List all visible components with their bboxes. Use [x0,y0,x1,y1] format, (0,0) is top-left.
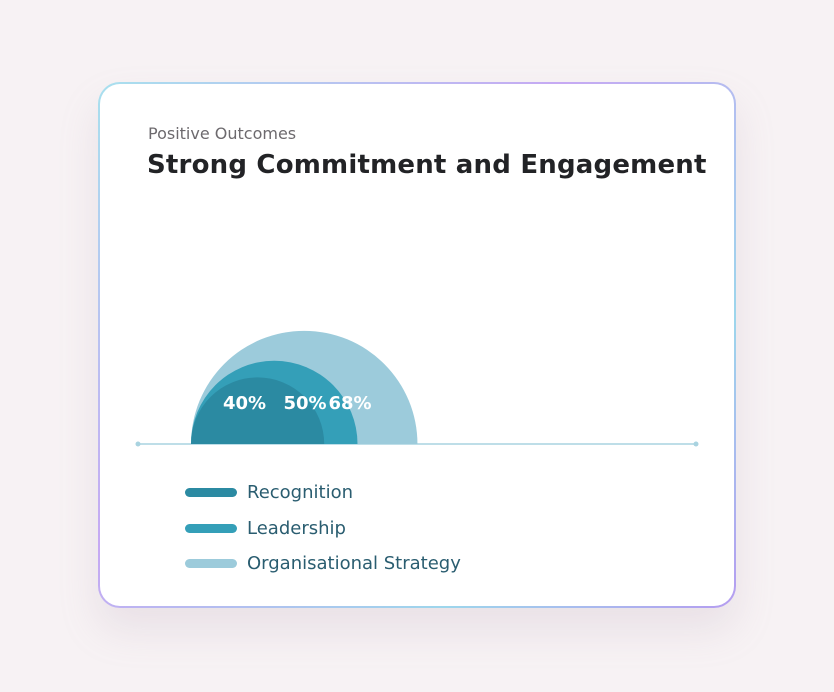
legend-label-recognition: Recognition [247,482,353,504]
legend-swatch-leadership [185,523,237,533]
chart-plot: 40% 50% 68% [135,330,699,447]
chart-card: Positive Outcomes Strong Commitment and … [100,84,734,606]
legend-item-recognition: Recognition [185,475,461,511]
chart-title: Strong Commitment and Engagement [147,150,707,180]
semicircle-recognition [191,377,325,444]
chart-subtitle: Positive Outcomes [148,124,297,143]
legend-swatch-recognition [185,488,237,498]
card-border: Positive Outcomes Strong Commitment and … [98,82,736,608]
value-label-leadership: 50% [284,393,327,414]
value-label-organisational-strategy: 68% [328,393,371,414]
legend-item-organisational-strategy: Organisational Strategy [185,546,461,582]
legend-label-leadership: Leadership [247,517,346,539]
legend-item-leadership: Leadership [185,511,461,547]
legend-swatch-organisational-strategy [185,559,237,569]
baseline-end-dot-left [135,441,141,447]
legend-label-organisational-strategy: Organisational Strategy [247,553,461,575]
chart-legend: Recognition Leadership Organisational Stra… [185,475,461,582]
baseline-end-dot-right [693,441,699,447]
value-label-recognition: 40% [223,393,266,414]
chart-marks: 40% 50% 68% [191,330,418,444]
